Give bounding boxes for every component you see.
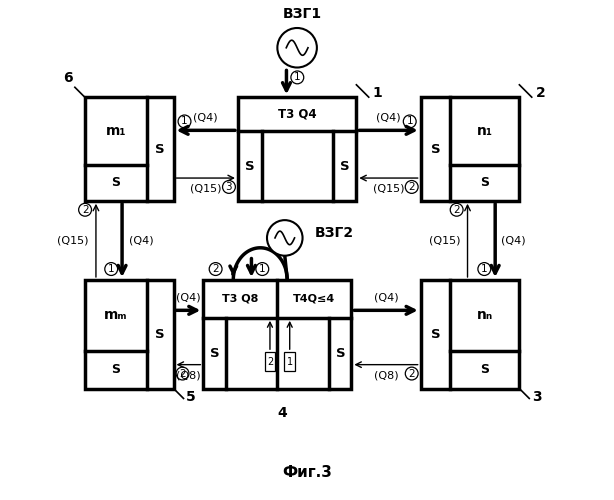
Text: (Q4): (Q4): [374, 293, 398, 303]
Text: S: S: [430, 328, 440, 340]
Bar: [265, 352, 276, 371]
Text: n₁: n₁: [477, 124, 493, 138]
Text: T4Q≤4: T4Q≤4: [293, 294, 335, 304]
Text: (Q15): (Q15): [373, 184, 404, 194]
Text: mₘ: mₘ: [104, 308, 128, 322]
Bar: [238, 97, 356, 201]
Text: 5: 5: [186, 390, 196, 404]
Text: 3: 3: [226, 182, 232, 192]
Text: 4: 4: [278, 406, 287, 420]
Text: S: S: [430, 142, 440, 156]
Text: S: S: [111, 363, 120, 376]
Text: Фиг.3: Фиг.3: [282, 465, 332, 480]
Text: S: S: [155, 328, 165, 340]
Text: Т3 Q4: Т3 Q4: [278, 108, 316, 121]
Text: S: S: [245, 160, 255, 172]
Bar: [203, 280, 351, 388]
Text: S: S: [155, 142, 165, 156]
Text: S: S: [480, 176, 489, 189]
Circle shape: [267, 220, 303, 256]
Circle shape: [278, 28, 317, 68]
Text: 1: 1: [287, 356, 293, 366]
Bar: [85, 97, 174, 201]
Text: (Q8): (Q8): [176, 370, 201, 380]
Text: (Q4): (Q4): [501, 236, 526, 246]
Text: 1: 1: [259, 264, 266, 274]
Text: 2: 2: [82, 205, 88, 215]
Text: 1: 1: [373, 86, 383, 100]
Text: 1: 1: [181, 116, 188, 126]
Text: 1: 1: [108, 264, 115, 274]
Text: S: S: [335, 346, 345, 360]
Text: (Q4): (Q4): [376, 112, 401, 122]
Text: 3: 3: [532, 390, 542, 404]
Bar: [85, 280, 174, 388]
Text: T3 Q8: T3 Q8: [222, 294, 258, 304]
Text: (Q15): (Q15): [429, 236, 460, 246]
Text: 1: 1: [406, 116, 413, 126]
Text: (Q15): (Q15): [190, 184, 222, 194]
Text: 2: 2: [453, 205, 460, 215]
Text: S: S: [480, 363, 489, 376]
Text: (Q4): (Q4): [176, 293, 201, 303]
Text: 2: 2: [408, 368, 415, 378]
Text: 2: 2: [535, 86, 545, 100]
Text: S: S: [111, 176, 120, 189]
Text: S: S: [340, 160, 349, 172]
Text: nₙ: nₙ: [476, 308, 493, 322]
Text: 1: 1: [294, 72, 301, 83]
Text: 2: 2: [267, 356, 273, 366]
Text: (Q4): (Q4): [193, 112, 218, 122]
Text: 2: 2: [408, 182, 415, 192]
Text: (Q15): (Q15): [57, 236, 88, 246]
Text: 1: 1: [481, 264, 488, 274]
Text: ВЗГ1: ВЗГ1: [282, 6, 322, 20]
Text: (Q8): (Q8): [374, 370, 398, 380]
Text: 6: 6: [63, 71, 72, 85]
Bar: [421, 97, 519, 201]
Text: S: S: [209, 346, 219, 360]
Text: ВЗГ2: ВЗГ2: [314, 226, 354, 240]
Text: 2: 2: [212, 264, 219, 274]
Bar: [284, 352, 295, 371]
Text: m₁: m₁: [106, 124, 126, 138]
Text: 2: 2: [179, 368, 186, 378]
Text: (Q4): (Q4): [130, 236, 154, 246]
Bar: [421, 280, 519, 388]
